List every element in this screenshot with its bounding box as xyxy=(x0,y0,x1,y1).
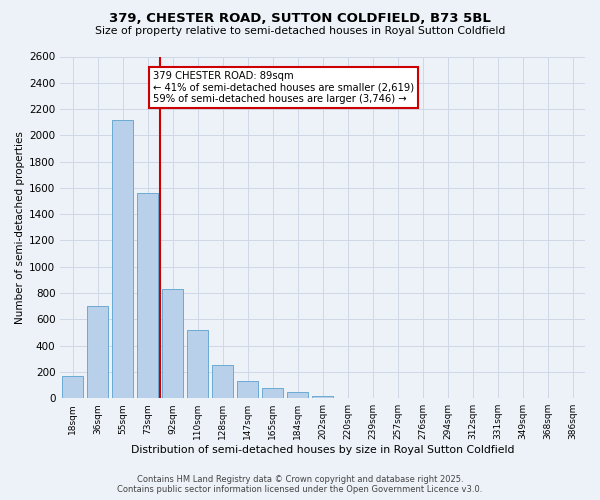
Bar xyxy=(237,381,258,398)
Bar xyxy=(112,120,133,398)
Bar xyxy=(212,364,233,398)
Bar xyxy=(137,193,158,398)
Text: Contains HM Land Registry data © Crown copyright and database right 2025.
Contai: Contains HM Land Registry data © Crown c… xyxy=(118,474,482,494)
Bar xyxy=(262,388,283,398)
Bar xyxy=(87,306,109,398)
X-axis label: Distribution of semi-detached houses by size in Royal Sutton Coldfield: Distribution of semi-detached houses by … xyxy=(131,445,514,455)
Bar xyxy=(162,289,184,398)
Bar xyxy=(287,392,308,398)
Text: Size of property relative to semi-detached houses in Royal Sutton Coldfield: Size of property relative to semi-detach… xyxy=(95,26,505,36)
Text: 379, CHESTER ROAD, SUTTON COLDFIELD, B73 5BL: 379, CHESTER ROAD, SUTTON COLDFIELD, B73… xyxy=(109,12,491,26)
Bar xyxy=(312,396,333,398)
Y-axis label: Number of semi-detached properties: Number of semi-detached properties xyxy=(15,131,25,324)
Bar xyxy=(187,330,208,398)
Bar xyxy=(62,376,83,398)
Text: 379 CHESTER ROAD: 89sqm
← 41% of semi-detached houses are smaller (2,619)
59% of: 379 CHESTER ROAD: 89sqm ← 41% of semi-de… xyxy=(153,71,414,104)
